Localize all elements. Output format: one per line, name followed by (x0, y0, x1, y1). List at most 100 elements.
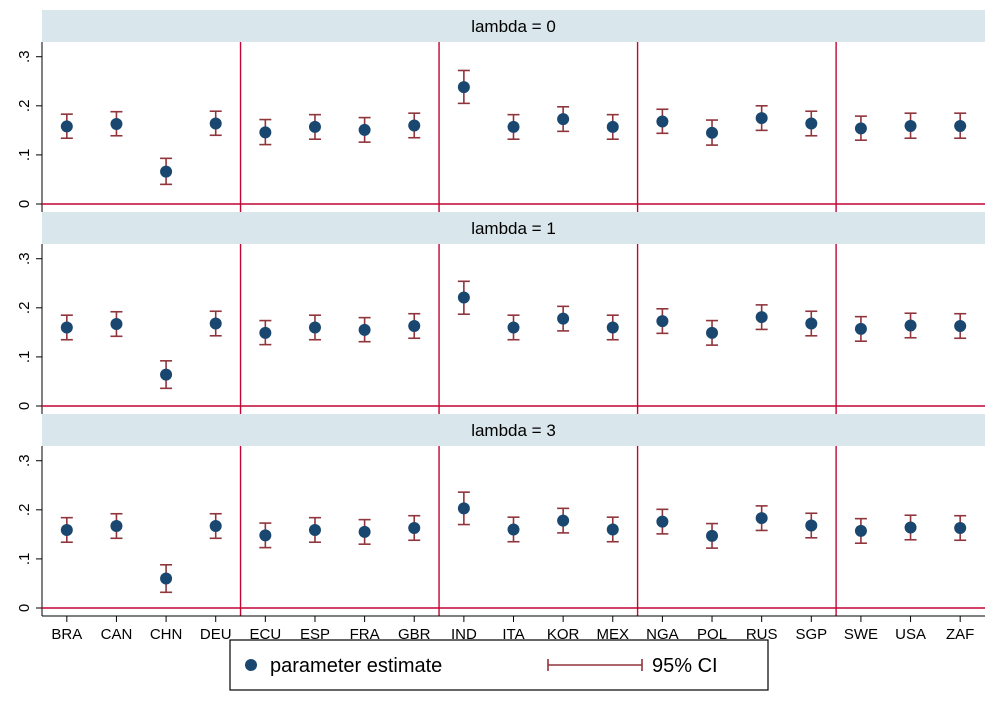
y-tick-label: .2 (16, 302, 33, 315)
estimate-point-pol (706, 529, 719, 542)
estimate-point-ecu (259, 326, 272, 339)
estimate-point-esp (308, 523, 321, 536)
estimate-point-deu (209, 317, 222, 330)
estimate-point-fra (358, 323, 371, 336)
estimate-point-nga (656, 315, 669, 328)
x-tick-label-deu: DEU (200, 626, 232, 643)
x-tick-label-rus: RUS (746, 626, 778, 643)
x-tick-label-fra: FRA (350, 626, 380, 643)
x-tick-label-zaf: ZAF (946, 626, 974, 643)
estimate-point-nga (656, 515, 669, 528)
panel-0: lambda = 0 0 .1 .2 .3 (16, 10, 985, 212)
estimate-point-bra (60, 321, 73, 334)
estimate-point-usa (904, 119, 917, 132)
estimate-point-usa (904, 319, 917, 332)
estimate-point-can (110, 520, 123, 533)
estimate-point-mex (606, 120, 619, 133)
estimate-point-gbr (408, 521, 421, 534)
x-tick-label-kor: KOR (547, 626, 580, 643)
panel-strip (42, 10, 985, 42)
estimate-point-gbr (408, 319, 421, 332)
y-tick-label: .2 (16, 100, 33, 113)
estimate-point-deu (209, 520, 222, 533)
x-tick-label-ecu: ECU (250, 626, 282, 643)
x-tick-label-esp: ESP (300, 626, 330, 643)
y-tick-label: .3 (16, 454, 33, 467)
y-tick-label: 0 (16, 604, 33, 612)
y-tick-label: 0 (16, 200, 33, 208)
estimate-point-sgp (805, 117, 818, 130)
estimate-point-ind (457, 502, 470, 515)
panel-strip (42, 414, 985, 446)
estimate-point-kor (557, 514, 570, 527)
estimate-point-chn (160, 572, 173, 585)
x-tick-label-sgp: SGP (795, 626, 827, 643)
y-tick-label: 0 (16, 402, 33, 410)
estimate-point-pol (706, 126, 719, 139)
estimate-point-nga (656, 115, 669, 128)
estimate-point-ita (507, 523, 520, 536)
x-tick-label-bra: BRA (51, 626, 82, 643)
estimate-point-swe (854, 322, 867, 335)
estimate-point-zaf (954, 119, 967, 132)
panel-title: lambda = 1 (471, 219, 556, 238)
estimate-point-mex (606, 321, 619, 334)
estimate-point-can (110, 117, 123, 130)
estimate-point-ita (507, 321, 520, 334)
estimate-point-kor (557, 312, 570, 325)
y-tick-label: .1 (16, 553, 33, 566)
y-tick-label: .1 (16, 351, 33, 364)
estimate-point-ecu (259, 126, 272, 139)
estimate-point-usa (904, 521, 917, 534)
legend-ci-label: 95% CI (652, 655, 718, 677)
estimate-point-esp (308, 321, 321, 334)
y-tick-label: .1 (16, 149, 33, 162)
panel-title: lambda = 3 (471, 421, 556, 440)
x-tick-label-swe: SWE (844, 626, 878, 643)
x-tick-label-mex: MEX (597, 626, 630, 643)
estimate-point-swe (854, 524, 867, 537)
estimate-point-sgp (805, 317, 818, 330)
y-tick-label: .2 (16, 504, 33, 517)
estimate-point-deu (209, 117, 222, 130)
x-tick-label-usa: USA (895, 626, 926, 643)
y-tick-label: .3 (16, 50, 33, 63)
estimate-point-ita (507, 120, 520, 133)
x-tick-label-gbr: GBR (398, 626, 431, 643)
estimate-point-fra (358, 123, 371, 136)
estimate-point-rus (755, 311, 768, 324)
estimate-point-zaf (954, 521, 967, 534)
x-tick-label-pol: POL (697, 626, 727, 643)
estimate-point-mex (606, 523, 619, 536)
x-tick-label-ind: IND (451, 626, 477, 643)
y-tick-label: .3 (16, 252, 33, 265)
estimate-point-chn (160, 165, 173, 178)
estimate-point-kor (557, 113, 570, 126)
x-tick-label-chn: CHN (150, 626, 183, 643)
estimate-point-chn (160, 368, 173, 381)
estimate-point-sgp (805, 519, 818, 532)
estimate-point-rus (755, 112, 768, 125)
estimate-point-bra (60, 523, 73, 536)
panel-strip (42, 212, 985, 244)
x-tick-label-ita: ITA (502, 626, 524, 643)
estimate-point-bra (60, 120, 73, 133)
x-axis: BRA CAN CHN DEU ECU ESP FRA GBR IND ITA KOR MEX NGA P… (42, 615, 985, 643)
estimate-point-fra (358, 525, 371, 538)
x-tick-label-can: CAN (101, 626, 133, 643)
panel-2: lambda = 3 0 .1 .2 .3 (16, 414, 985, 616)
legend: parameter estimate 95% CI (229, 639, 769, 691)
x-tick-label-nga: NGA (646, 626, 679, 643)
legend-ci-marker (547, 659, 643, 671)
legend-box (229, 639, 769, 691)
estimate-point-ind (457, 81, 470, 94)
estimate-point-esp (308, 120, 321, 133)
panel-title: lambda = 0 (471, 17, 556, 36)
legend-point-label: parameter estimate (270, 655, 442, 677)
estimate-point-ecu (259, 529, 272, 542)
estimate-point-pol (706, 326, 719, 339)
legend-point-marker (245, 659, 257, 671)
estimate-point-zaf (954, 319, 967, 332)
estimate-point-rus (755, 512, 768, 525)
